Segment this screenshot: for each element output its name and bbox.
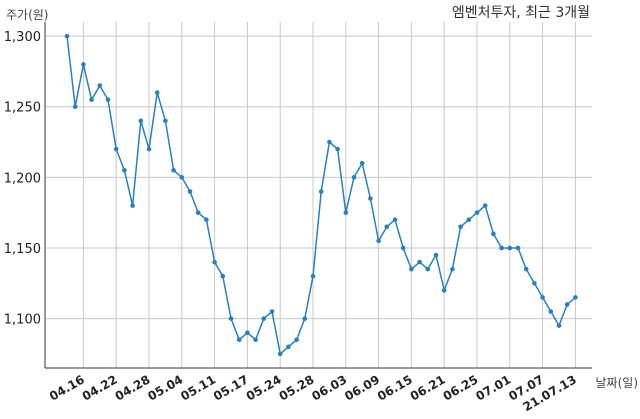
data-point bbox=[138, 118, 144, 124]
data-point bbox=[474, 210, 480, 215]
data-point bbox=[573, 295, 578, 300]
x-tick-label: 04.22 bbox=[80, 372, 120, 403]
data-point bbox=[302, 316, 308, 321]
x-tick-label: 05.11 bbox=[178, 372, 218, 403]
data-point bbox=[425, 266, 431, 272]
data-point bbox=[105, 97, 111, 102]
data-point bbox=[220, 273, 226, 279]
x-tick-label: 07.01 bbox=[473, 372, 513, 403]
data-point bbox=[351, 175, 357, 180]
data-point bbox=[269, 309, 275, 314]
x-tick-label: 04.28 bbox=[113, 372, 153, 403]
data-point bbox=[409, 266, 414, 272]
data-point bbox=[212, 259, 217, 265]
x-tick-label: 06.21 bbox=[408, 372, 448, 403]
y-tick-label: 1,300 bbox=[4, 30, 41, 45]
x-tick-label: 05.28 bbox=[277, 372, 317, 403]
data-point bbox=[482, 203, 488, 208]
data-point bbox=[335, 146, 340, 152]
x-tick-label: 06.25 bbox=[441, 372, 481, 403]
data-point bbox=[368, 196, 373, 201]
data-point bbox=[458, 224, 463, 230]
data-point bbox=[146, 146, 152, 152]
data-point bbox=[556, 323, 562, 328]
x-tick-label: 05.24 bbox=[244, 372, 284, 403]
data-point bbox=[236, 337, 242, 343]
data-point bbox=[310, 273, 316, 279]
data-point bbox=[392, 217, 398, 223]
data-point bbox=[253, 337, 258, 343]
data-point bbox=[499, 245, 504, 251]
x-tick-label: 06.15 bbox=[375, 372, 415, 403]
data-point bbox=[532, 280, 537, 286]
data-point bbox=[72, 104, 78, 110]
data-point bbox=[515, 245, 521, 251]
x-axis-label: 날짜(일) bbox=[595, 376, 638, 390]
data-point bbox=[376, 238, 381, 244]
data-point bbox=[195, 210, 201, 215]
data-point bbox=[384, 224, 390, 230]
y-tick-label: 1,250 bbox=[4, 101, 41, 116]
data-point bbox=[343, 210, 349, 215]
data-point bbox=[294, 337, 299, 343]
data-point bbox=[450, 266, 455, 272]
data-point bbox=[359, 160, 365, 166]
data-point bbox=[441, 288, 447, 293]
y-tick-label: 1,150 bbox=[4, 242, 41, 257]
data-point bbox=[130, 203, 135, 208]
data-point bbox=[507, 245, 513, 251]
data-point bbox=[187, 189, 193, 194]
y-axis-label: 주가(원) bbox=[6, 8, 49, 22]
data-point bbox=[417, 259, 422, 265]
data-point bbox=[204, 217, 209, 223]
data-point bbox=[154, 90, 160, 95]
x-tick-label: 05.04 bbox=[145, 372, 185, 403]
price-series-line bbox=[66, 36, 576, 356]
x-tick-label: 06.09 bbox=[342, 372, 382, 403]
data-point bbox=[540, 295, 545, 300]
data-point bbox=[491, 231, 496, 237]
x-tick-label: 04.16 bbox=[47, 372, 87, 403]
data-point bbox=[466, 217, 472, 223]
data-point bbox=[261, 316, 267, 321]
data-point bbox=[286, 344, 291, 350]
data-point bbox=[171, 167, 176, 173]
data-point bbox=[277, 351, 283, 357]
data-point bbox=[228, 316, 234, 321]
y-tick-label: 1,100 bbox=[4, 313, 41, 328]
data-point bbox=[81, 62, 86, 67]
data-point bbox=[327, 139, 332, 145]
data-point bbox=[548, 309, 554, 314]
data-point bbox=[163, 118, 168, 124]
data-point bbox=[113, 146, 119, 152]
data-point bbox=[245, 330, 250, 335]
chart-title: 엠벤처투자, 최근 3개월 bbox=[451, 5, 590, 21]
x-tick-label: 05.17 bbox=[211, 372, 251, 403]
data-point bbox=[89, 97, 94, 102]
data-point bbox=[523, 266, 529, 272]
data-point bbox=[564, 302, 570, 307]
data-point bbox=[318, 189, 324, 194]
data-point bbox=[122, 167, 127, 173]
x-tick-label: 06.03 bbox=[309, 372, 349, 403]
data-point bbox=[433, 252, 439, 258]
data-point bbox=[64, 33, 70, 39]
y-tick-label: 1,200 bbox=[4, 171, 41, 186]
data-point bbox=[400, 245, 406, 251]
data-point bbox=[179, 175, 185, 180]
data-point bbox=[97, 83, 103, 88]
